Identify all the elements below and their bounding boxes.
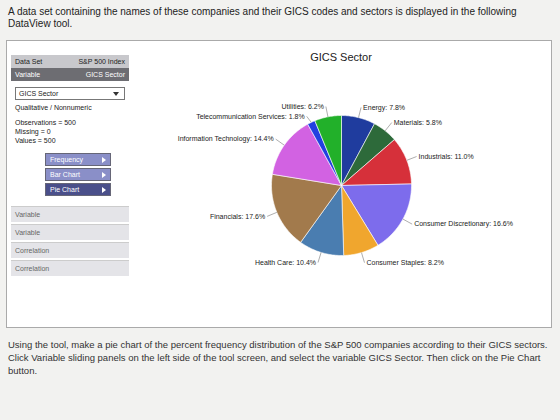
svg-text:Consumer Staples: 8.2%: Consumer Staples: 8.2%: [366, 259, 443, 267]
svg-text:Telecommunication Services: 1.: Telecommunication Services: 1.8%: [196, 113, 305, 120]
svg-text:Financials: 17.6%: Financials: 17.6%: [210, 213, 265, 220]
svg-text:Information Technology: 14.4%: Information Technology: 14.4%: [178, 135, 274, 143]
html-text:Bar Chart: Bar Chart: [50, 171, 80, 178]
html-text:Values = 500: Values = 500: [15, 137, 56, 144]
html-text:Correlation: Correlation: [15, 247, 50, 254]
html-text:A data set containing the name: A data set containing the names of these…: [8, 6, 517, 29]
html-text:Missing = 0: Missing = 0: [15, 128, 51, 135]
svg-text:Industrials: 11.0%: Industrials: 11.0%: [419, 153, 474, 160]
html-text:S&P 500 Index: S&P 500 Index: [78, 58, 125, 65]
html-text:Variable: Variable: [15, 71, 41, 78]
html-text:Variable: Variable: [15, 229, 41, 236]
svg-text:Health Care: 10.4%: Health Care: 10.4%: [255, 259, 316, 266]
html-text:Qualitative / Nonnumeric: Qualitative / Nonnumeric: [15, 104, 92, 111]
html-text:Frequency: Frequency: [50, 156, 84, 163]
html-text:Variable: Variable: [15, 211, 41, 218]
html-text:Pie Chart: Pie Chart: [50, 186, 80, 193]
svg-text:Materials: 5.8%: Materials: 5.8%: [394, 119, 442, 126]
svg-text:Utilities: 6.2%: Utilities: 6.2%: [281, 103, 323, 110]
html-text:GICS Sector: GICS Sector: [19, 90, 59, 97]
html-text:Data Set: Data Set: [15, 58, 43, 65]
html-text:Observations = 500: Observations = 500: [15, 119, 76, 126]
html-text:GICS Sector: GICS Sector: [85, 71, 125, 78]
svg-text:Consumer Discretionary: 16.6%: Consumer Discretionary: 16.6%: [414, 220, 513, 228]
html-text:Using the tool, make a pie cha: Using the tool, make a pie chart of the …: [8, 339, 548, 376]
svg-text:Energy: 7.8%: Energy: 7.8%: [363, 104, 405, 112]
html-text:Correlation: Correlation: [15, 265, 50, 272]
html-text:GICS Sector: GICS Sector: [310, 51, 372, 63]
